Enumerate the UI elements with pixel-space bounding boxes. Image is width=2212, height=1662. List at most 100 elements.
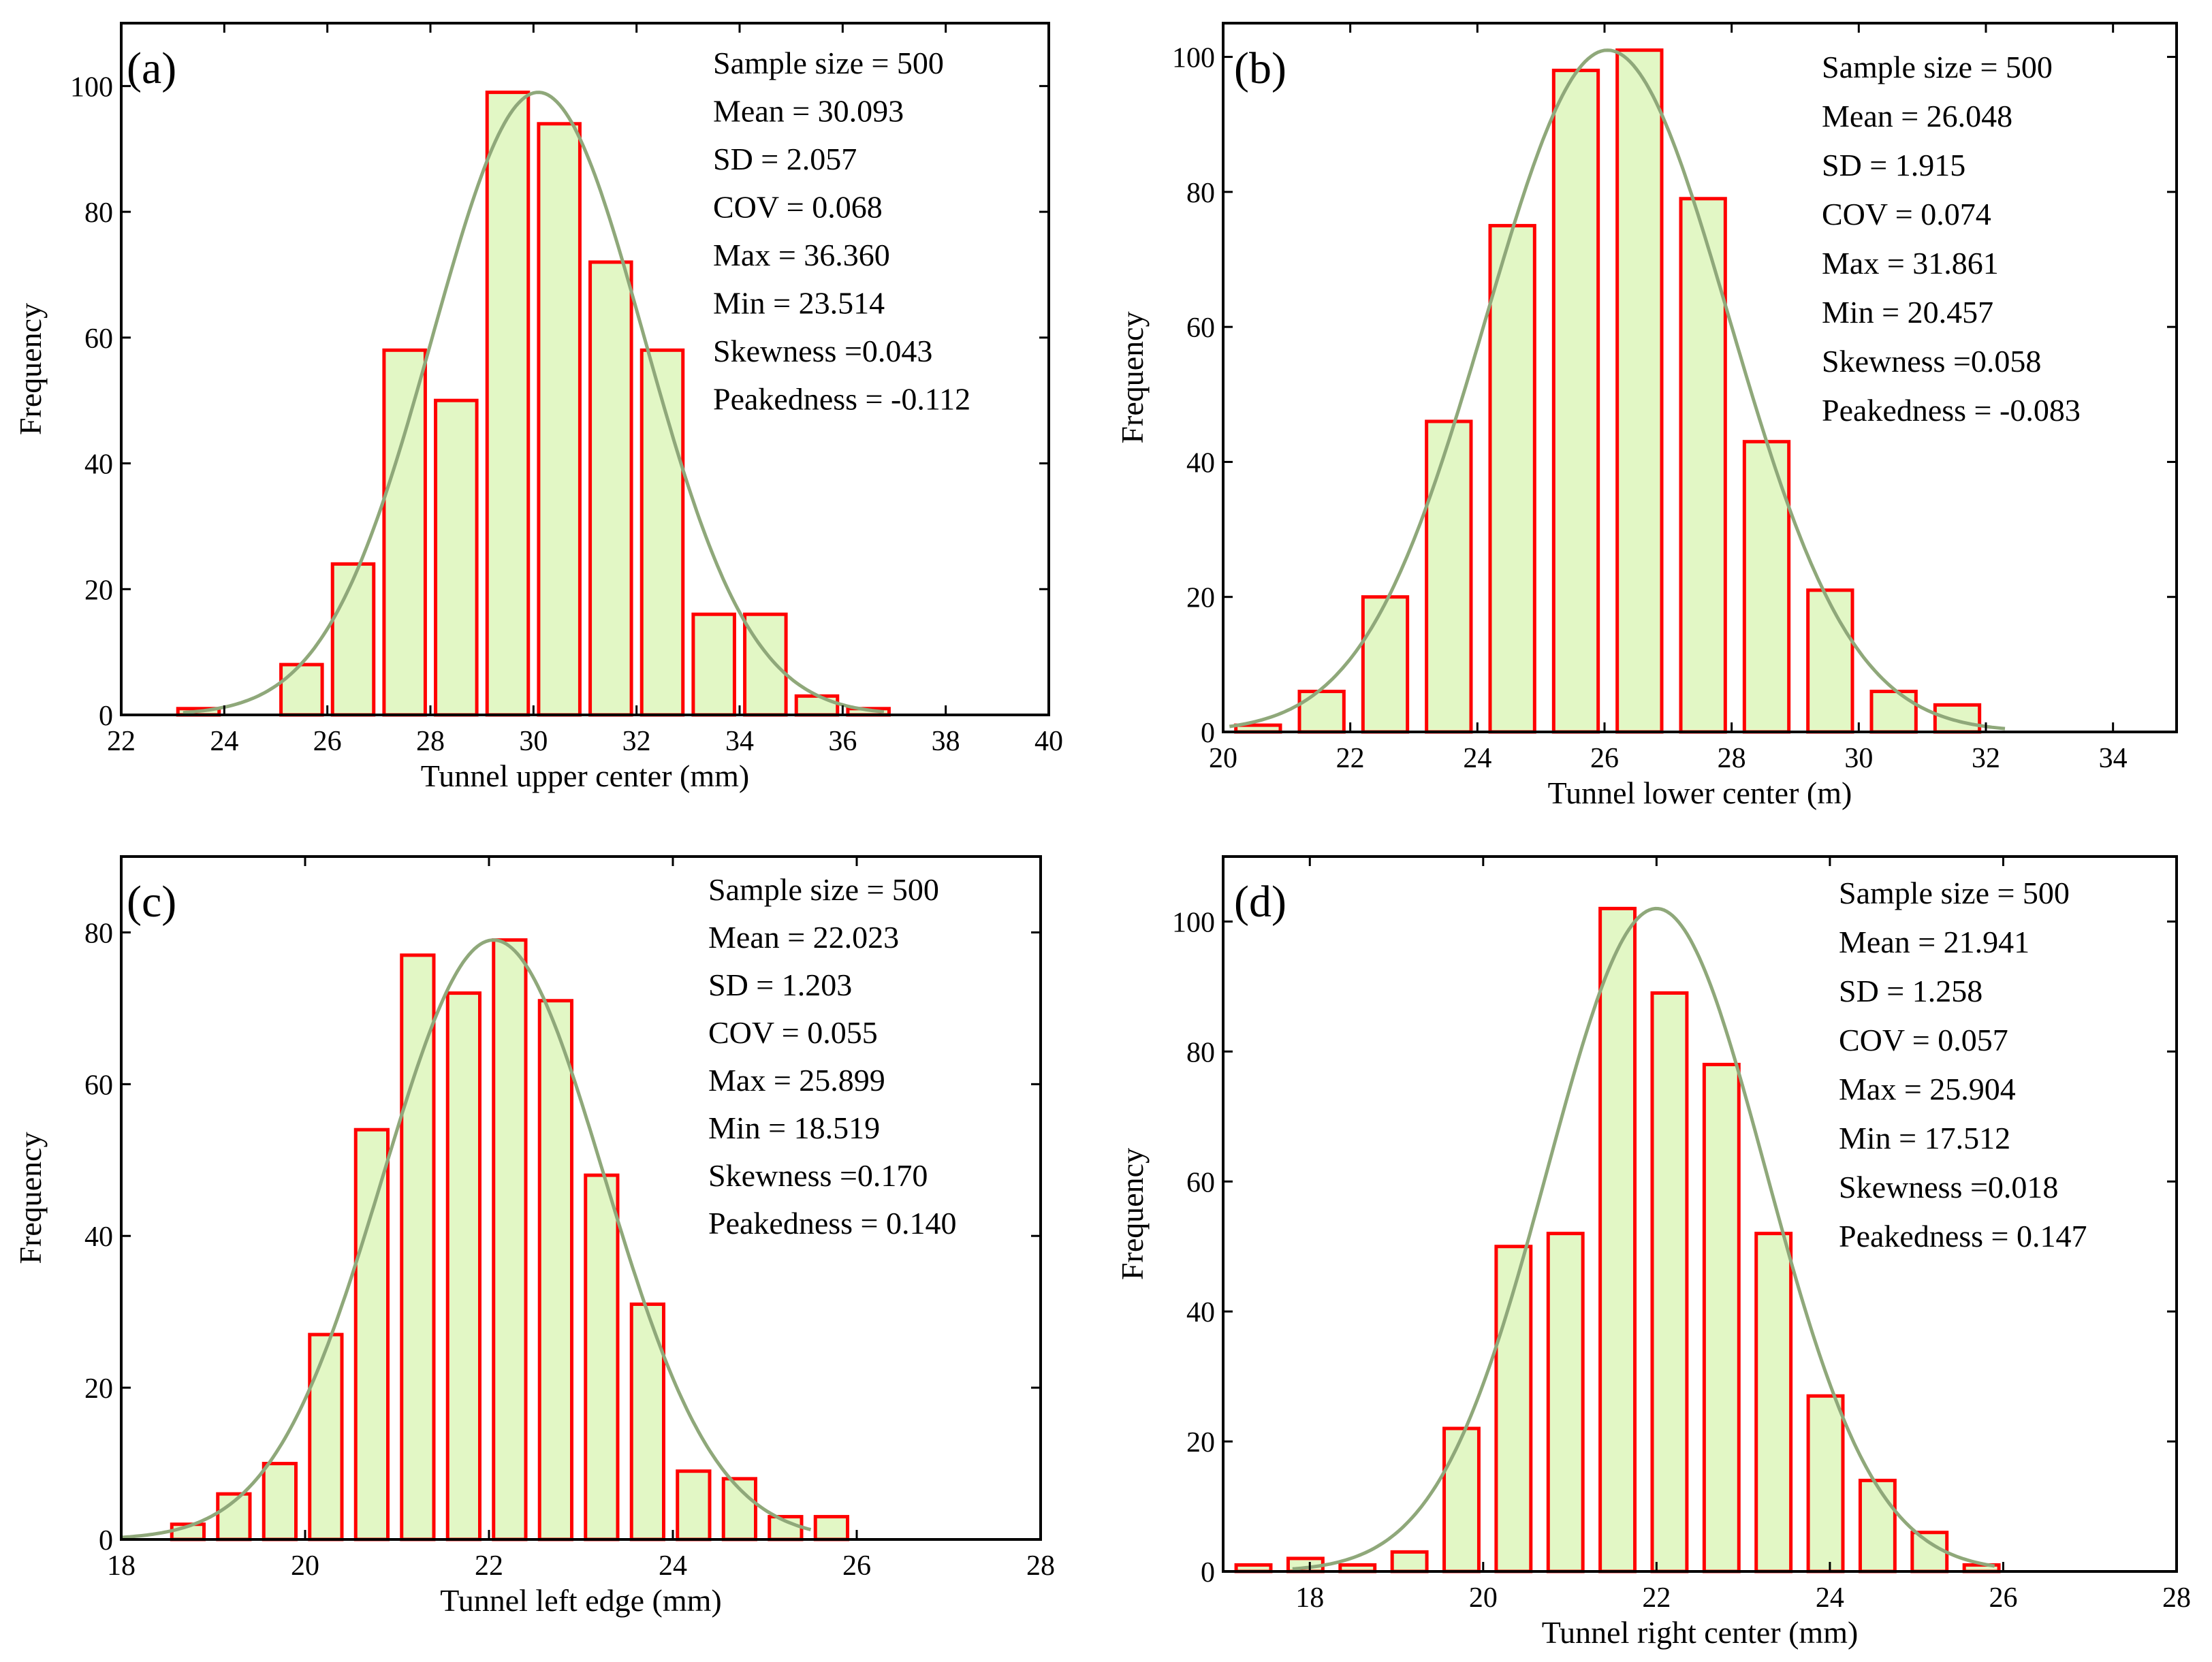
y-tick-label: 0 [1201,1557,1215,1588]
x-tick-label: 34 [2099,743,2128,774]
panel-label: (a) [127,44,176,93]
histogram-bar [434,398,479,717]
stat-line: SD = 1.258 [1839,974,1982,1008]
histogram-bar [400,953,436,1541]
x-axis-title: Tunnel upper center (mm) [421,758,749,793]
histogram-bar [308,1332,344,1541]
stat-line: Min = 20.457 [1822,295,1993,330]
x-tick-label: 38 [932,726,960,757]
stat-line: Skewness =0.018 [1839,1170,2058,1204]
y-axis-title: Frequency [13,1132,48,1264]
x-tick-label: 28 [1026,1550,1055,1582]
histogram-bar [1390,1550,1429,1573]
histogram-bar [1806,588,1854,734]
y-tick-label: 40 [1186,1297,1215,1328]
stat-line: Mean = 22.023 [708,920,899,955]
stat-line: Skewness =0.043 [713,334,932,368]
stat-line: Peakedness = 0.147 [1839,1219,2087,1253]
histogram-bar [1910,1531,1949,1573]
x-tick-label: 22 [475,1550,503,1582]
histogram-bar [1551,68,1600,734]
stat-line: COV = 0.068 [713,190,883,225]
x-tick-label: 28 [1718,743,1746,774]
histogram-bar [1615,48,1664,734]
x-tick-label: 36 [828,726,857,757]
y-tick-label: 0 [99,1525,113,1556]
stat-line: Sample size = 500 [1839,876,2070,910]
histogram-bar [813,1515,849,1541]
x-tick-label: 32 [1972,743,2000,774]
y-tick-label: 100 [1172,43,1215,74]
stat-line: Sample size = 500 [1822,50,2053,84]
x-tick-label: 24 [1463,743,1491,774]
y-axis-title: Frequency [13,303,48,435]
y-tick-label: 60 [1186,1167,1215,1198]
histogram-bar [1754,1232,1793,1573]
histogram-bar [1858,1478,1897,1573]
stat-line: Max = 25.899 [708,1063,885,1098]
stat-line: Sample size = 500 [708,872,939,907]
stat-line: Max = 25.904 [1839,1072,2016,1106]
stat-line: COV = 0.057 [1839,1023,2008,1057]
stat-line: Skewness =0.058 [1822,344,2041,379]
x-axis-title: Tunnel left edge (mm) [440,1583,722,1618]
histogram-bar [1650,991,1689,1573]
stat-line: SD = 1.915 [1822,148,1965,182]
y-tick-label: 60 [1186,313,1215,344]
stat-line: Skewness =0.170 [708,1158,928,1193]
histogram-bar [1297,690,1346,734]
panel-label: (c) [127,877,176,927]
stat-line: Min = 17.512 [1839,1121,2010,1155]
y-axis-title: Frequency [1115,311,1150,443]
y-tick-label: 40 [84,449,113,481]
y-tick-label: 100 [1172,907,1215,938]
normal-fit-curve [1229,48,2006,731]
histogram-bar [537,122,582,717]
chart-panel-d: 18 20 22 24 26 28 0 20 40 60 80 100 Tunnel right cen… [1115,855,2191,1650]
stat-line: SD = 1.203 [708,968,852,1002]
stat-line: Peakedness = -0.112 [713,382,970,417]
x-tick-label: 24 [659,1550,687,1582]
panel-label: (d) [1234,877,1286,927]
histogram-bar [353,1128,390,1541]
histogram-bar [1806,1394,1845,1573]
histogram-bar [676,1469,712,1541]
x-tick-label: 26 [842,1550,871,1582]
histogram-bar [445,991,481,1541]
normal-fit-curve [183,91,885,715]
y-tick-label: 80 [84,197,113,229]
histogram-bar [1933,703,1982,734]
y-tick-label: 20 [84,1373,113,1405]
plot-frame [120,855,1042,1541]
histogram-bar [639,348,685,717]
stat-line: COV = 0.074 [1822,197,1991,231]
x-tick-label: 28 [416,726,445,757]
x-tick-label: 18 [107,1550,136,1582]
x-tick-label: 20 [291,1550,319,1582]
stat-line: Max = 36.360 [713,238,890,272]
x-tick-label: 28 [2162,1582,2191,1614]
histogram-bar [537,999,573,1541]
histogram-bar [262,1462,298,1541]
normal-fit-curve [121,938,812,1539]
y-tick-label: 60 [84,1070,113,1101]
histogram-bar [1598,906,1637,1573]
x-axis-title: Tunnel right center (mm) [1542,1615,1859,1650]
histogram-bar [1442,1426,1481,1573]
x-tick-label: 24 [210,726,238,757]
stat-line: Max = 31.861 [1822,246,1999,281]
histogram-bar [794,694,840,717]
x-tick-label: 26 [1989,1582,2017,1614]
histogram-bar [382,348,427,717]
stat-line: Min = 23.514 [713,286,885,321]
x-tick-label: 22 [1336,743,1365,774]
x-tick-label: 40 [1034,726,1063,757]
x-tick-label: 24 [1816,1582,1844,1614]
x-tick-label: 26 [313,726,342,757]
stat-line: Mean = 21.941 [1839,925,2029,959]
histogram-bar [1702,1062,1741,1573]
stat-line: Peakedness = -0.083 [1822,393,2081,428]
stat-line: COV = 0.055 [708,1015,878,1050]
stat-line: Min = 18.519 [708,1110,880,1145]
histogram-bar [330,562,376,717]
